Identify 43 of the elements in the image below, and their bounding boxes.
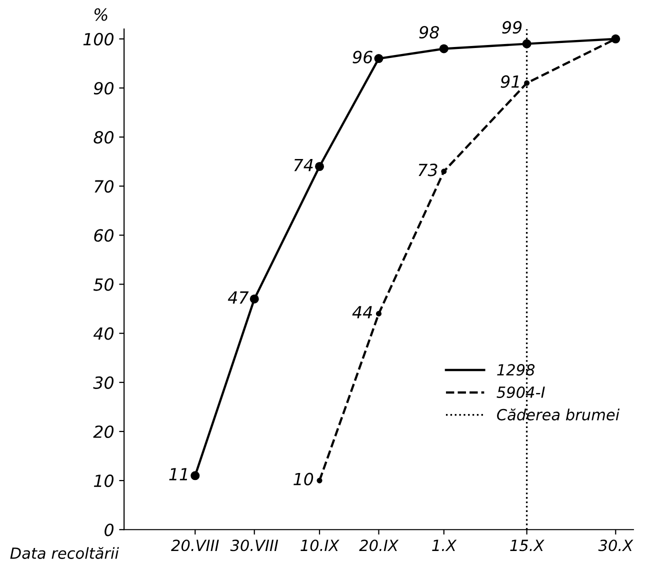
y-tick-label: 90 [94,82,114,95]
data-label: 91 [500,75,519,88]
y-tick-label: 30 [93,376,114,389]
y-tick-label: 10 [94,474,114,488]
y-axis-title: % [94,8,108,21]
y-tick-label: 70 [94,180,114,193]
point [315,162,324,172]
x-axis-title: Data recoltării [10,547,119,559]
x-tick-label: 20.VIII [171,540,219,552]
x-tick-label: 30.X [598,540,634,552]
point [441,168,447,174]
x-tick-label: 1.X [432,540,457,551]
y-tick-label: 40 [93,327,114,340]
data-label: 10 [294,472,314,486]
data-label: 99 [502,21,522,34]
y-tick-label: 60 [94,229,114,242]
data-label: 96 [352,50,372,64]
data-label: 44 [352,306,372,318]
ref-line-label: Căderea brumei [497,408,620,420]
x-tick-label: 10.IX [300,540,340,552]
point [250,294,259,304]
point [376,310,382,316]
data-label: 11 [169,468,188,480]
data-label: 98 [419,26,439,39]
y-tick-label: 100 [83,32,114,46]
legend-label: 5904-I [496,386,545,398]
point [522,39,532,48]
legend-label: 1298 [497,364,535,376]
y-tick-label: 80 [94,131,114,144]
y-tick-label: 0 [104,524,114,536]
x-tick-label: 20.IX [359,540,399,552]
y-tick-label: 50 [93,278,114,291]
point [190,471,200,480]
point [374,54,384,64]
data-label: 74 [294,158,313,172]
data-label: 47 [228,291,249,304]
point [524,80,530,86]
x-tick-label: 30.VIII [230,540,278,552]
data-label: 73 [418,164,438,176]
point [316,478,322,484]
x-tick-label: 15.X [510,540,544,552]
point [439,44,448,54]
y-tick-label: 20 [93,425,114,438]
